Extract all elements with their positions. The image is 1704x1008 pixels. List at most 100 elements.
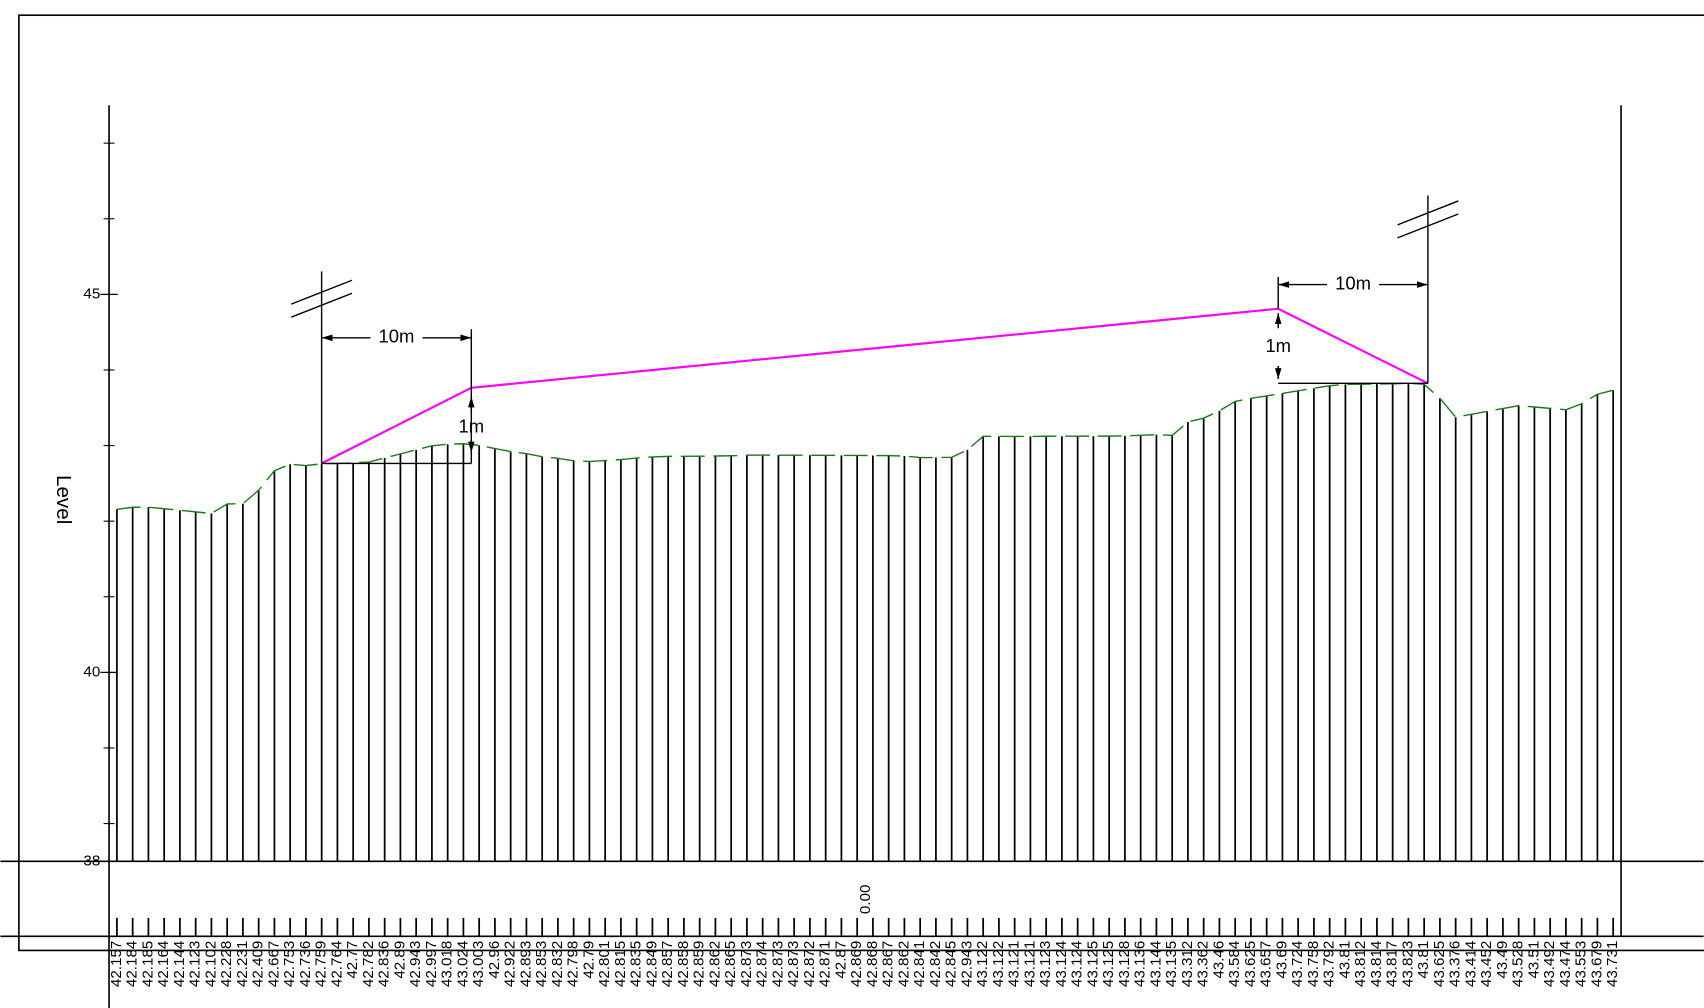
level-label: 43.553 [1573, 941, 1590, 987]
level-label: 43.362 [1195, 941, 1212, 987]
level-label: 43.814 [1368, 941, 1385, 987]
dimension-line [1397, 200, 1459, 226]
level-label: 43.657 [1258, 941, 1275, 987]
level-label: 42.231 [234, 941, 251, 987]
level-label: 43.125 [1084, 941, 1101, 987]
level-label: 42.667 [265, 941, 282, 987]
level-label: 43.124 [1053, 941, 1070, 987]
level-label: 43.731 [1604, 941, 1621, 987]
level-label: 42.87 [832, 941, 849, 979]
level-label: 42.164 [155, 941, 172, 987]
level-label: 43.758 [1305, 941, 1322, 987]
level-label: 42.857 [659, 941, 676, 987]
level-label: 42.102 [202, 941, 219, 987]
level-label: 43.144 [1147, 941, 1164, 987]
level-label: 42.867 [880, 941, 897, 987]
level-label: 42.869 [848, 941, 865, 987]
level-label: 43.376 [1447, 941, 1464, 987]
level-label: 43.625 [1431, 941, 1448, 987]
level-label: 43.122 [990, 941, 1007, 987]
level-label: 42.845 [943, 941, 960, 987]
level-label: 43.312 [1179, 941, 1196, 987]
level-label: 42.862 [706, 941, 723, 987]
dimension-line [1397, 213, 1459, 239]
arrow-head [1274, 368, 1282, 379]
level-label: 43.823 [1399, 941, 1416, 987]
level-label: 42.873 [738, 941, 755, 987]
level-label: 42.943 [958, 941, 975, 987]
level-label: 43.024 [454, 941, 471, 987]
level-label: 42.922 [502, 941, 519, 987]
y-axis-label: Level [52, 475, 75, 524]
level-label: 43.474 [1557, 941, 1574, 987]
level-label: 43.817 [1384, 941, 1401, 987]
arrow-head [468, 441, 475, 453]
level-label: 43.414 [1462, 941, 1479, 987]
level-label: 43.724 [1289, 941, 1306, 987]
level-label: 42.868 [864, 941, 881, 987]
level-label: 42.228 [218, 941, 235, 987]
level-label: 43.121 [1006, 941, 1023, 987]
level-label: 42.836 [376, 941, 393, 987]
level-label: 42.874 [754, 941, 771, 987]
arrow-head [321, 334, 333, 342]
level-label: 42.759 [313, 941, 330, 987]
dimension-line [290, 292, 353, 318]
level-label: 42.409 [250, 941, 267, 987]
level-label: 43.125 [1100, 941, 1117, 987]
level-label: 43.122 [974, 941, 991, 987]
level-label: 42.96 [486, 941, 503, 979]
level-label: 43.81 [1336, 941, 1353, 979]
level-label: 42.859 [691, 941, 708, 987]
arrow-head [1417, 281, 1428, 288]
level-label: 43.792 [1321, 941, 1338, 987]
level-label: 42.798 [565, 941, 582, 987]
arrow-head [1274, 313, 1282, 324]
dimension-label: 1m [458, 416, 484, 437]
level-label: 42.841 [911, 941, 928, 987]
level-label: 43.46 [1210, 941, 1227, 979]
level-label: 42.782 [360, 941, 377, 987]
level-label: 42.842 [927, 941, 944, 987]
y-tick-label: 38 [83, 852, 100, 869]
level-label: 43.81 [1415, 941, 1432, 979]
level-label: 42.801 [596, 941, 613, 987]
level-label: 43.812 [1352, 941, 1369, 987]
level-label: 42.184 [124, 941, 141, 987]
dimension-label: 10m [1335, 272, 1371, 293]
level-label: 42.893 [517, 941, 534, 987]
level-label: 43.124 [1069, 941, 1086, 987]
level-label: 43.51 [1525, 941, 1542, 979]
level-label: 42.872 [801, 941, 818, 987]
level-label: 43.625 [1242, 941, 1259, 987]
arrow-head [460, 334, 472, 342]
level-label: 43.492 [1541, 941, 1558, 987]
level-label: 43.123 [1037, 941, 1054, 987]
level-label: 43.452 [1478, 941, 1495, 987]
level-label: 43.121 [1021, 941, 1038, 987]
level-label: 42.89 [391, 941, 408, 979]
level-label: 42.835 [628, 941, 645, 987]
level-label: 43.584 [1226, 941, 1243, 987]
level-label: 42.853 [533, 941, 550, 987]
level-label: 42.873 [785, 941, 802, 987]
level-label: 43.136 [1132, 941, 1149, 987]
level-label: 42.736 [297, 941, 314, 987]
level-label: 42.123 [187, 941, 204, 987]
level-label: 43.69 [1273, 941, 1290, 979]
dimension-line [290, 279, 353, 305]
offset-label: 0.00 [857, 885, 874, 915]
level-label: 42.144 [171, 941, 188, 987]
arrow-head [468, 396, 475, 408]
level-label: 43.528 [1510, 941, 1527, 987]
level-label: 42.832 [549, 941, 566, 987]
frame [18, 14, 1704, 952]
level-label: 42.77 [344, 941, 361, 979]
dimension-label: 10m [379, 326, 415, 347]
level-label: 42.871 [817, 941, 834, 987]
level-label: 42.862 [895, 941, 912, 987]
level-label: 42.849 [643, 941, 660, 987]
level-label: 43.49 [1494, 941, 1511, 979]
y-tick-label: 40 [83, 663, 100, 680]
